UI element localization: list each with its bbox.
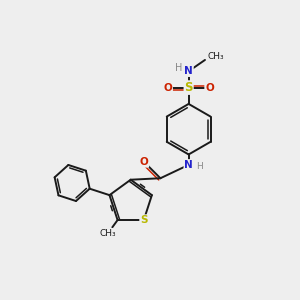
Text: N: N xyxy=(184,66,193,76)
Text: CH₃: CH₃ xyxy=(207,52,224,62)
Text: O: O xyxy=(205,82,214,93)
Text: H: H xyxy=(196,162,203,171)
Text: H: H xyxy=(176,63,183,73)
Text: O: O xyxy=(164,82,172,93)
Text: CH₃: CH₃ xyxy=(100,229,116,238)
Text: O: O xyxy=(140,157,148,167)
Text: S: S xyxy=(184,81,193,94)
Text: S: S xyxy=(140,215,148,225)
Text: N: N xyxy=(184,160,193,170)
